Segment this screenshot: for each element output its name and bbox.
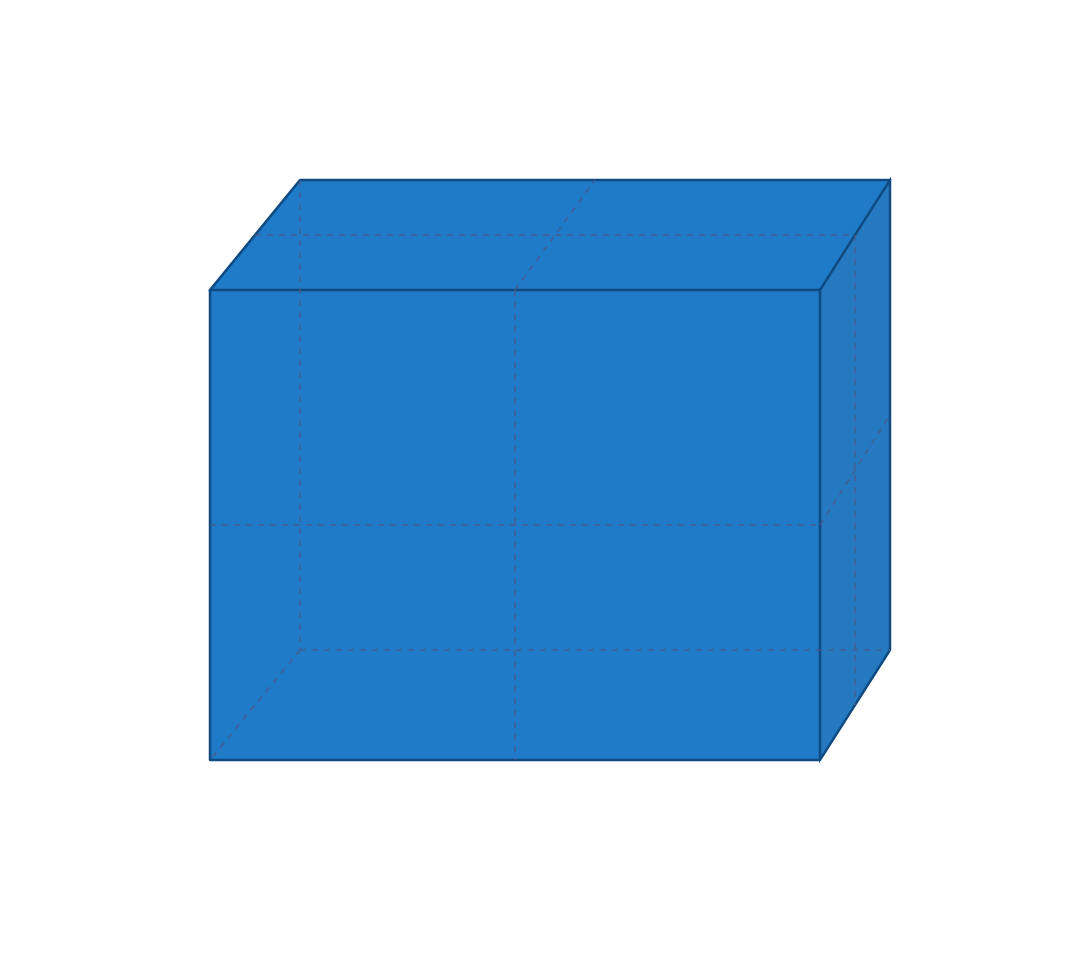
cube	[210, 180, 890, 760]
rfm-cube-diagram	[0, 0, 1080, 960]
